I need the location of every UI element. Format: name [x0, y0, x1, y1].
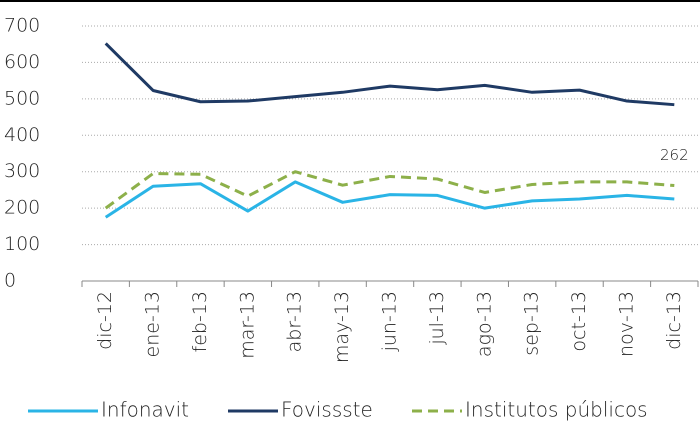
y-tick-label: 100	[4, 233, 40, 255]
y-tick-label: 300	[4, 160, 40, 182]
x-tick-label: dic-13	[663, 291, 685, 350]
x-tick-label: mar-13	[236, 291, 258, 359]
legend-label: Institutos públicos	[465, 398, 648, 422]
y-tick-label: 500	[4, 87, 40, 109]
legend-label: Infonavit	[101, 398, 189, 422]
legend-label: Fovissste	[281, 398, 373, 422]
y-tick-label: 600	[4, 51, 40, 73]
series-line	[104, 42, 675, 107]
y-tick-label: 0	[4, 270, 16, 292]
y-tick-label: 400	[4, 124, 40, 146]
x-tick-label: jul-13	[426, 291, 448, 346]
x-tick-label: ago-13	[473, 291, 495, 357]
x-tick-label: abr-13	[284, 291, 306, 352]
x-tick-label: feb-13	[189, 291, 211, 352]
x-tick-label: ene-13	[142, 291, 164, 357]
series-line	[104, 170, 675, 210]
series-line	[104, 180, 675, 219]
data-label: 262	[660, 146, 689, 164]
x-tick-label: may-13	[331, 291, 353, 363]
x-tick-label: jun-13	[379, 291, 401, 352]
x-tick-label: nov-13	[615, 291, 637, 357]
y-tick-label: 200	[4, 197, 40, 219]
y-tick-label: 700	[4, 15, 40, 37]
x-tick-label: sep-13	[521, 291, 543, 356]
x-tick-label: dic-12	[94, 291, 116, 350]
x-tick-label: oct-13	[568, 291, 590, 352]
